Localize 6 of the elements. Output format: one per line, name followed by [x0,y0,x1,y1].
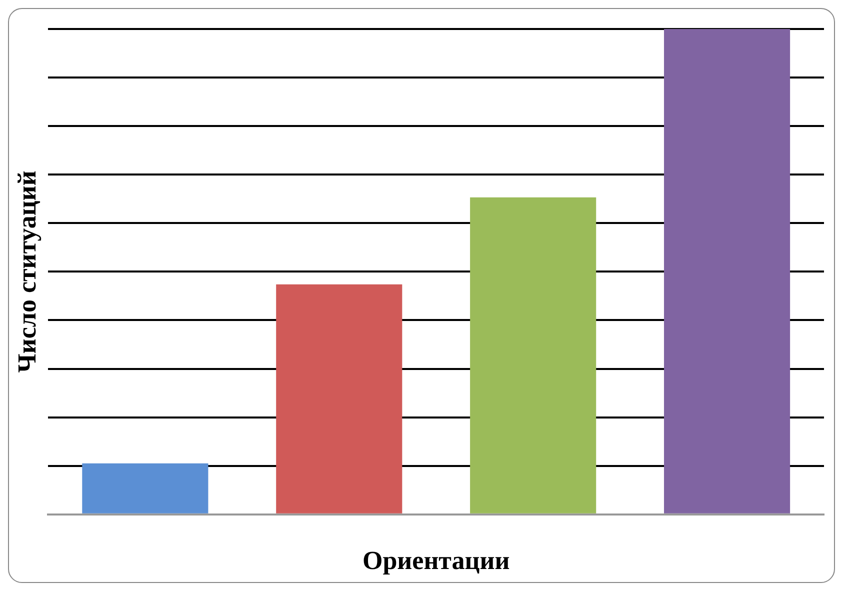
y-axis-title: Число ституаций [12,170,42,373]
bar [664,29,790,514]
x-axis-title: Ориентации [362,546,510,576]
bar [470,197,596,514]
bar [82,463,208,514]
bar [276,284,402,514]
